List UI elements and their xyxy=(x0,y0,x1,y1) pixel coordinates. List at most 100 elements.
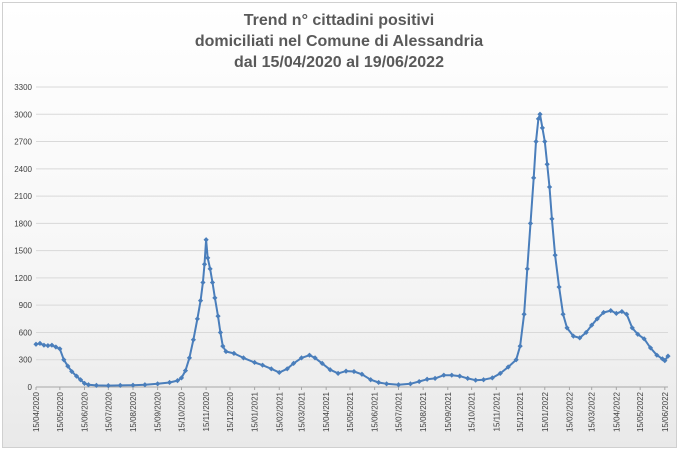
data-point xyxy=(182,368,189,374)
data-point xyxy=(544,161,550,167)
x-tick-label: 15/02/2022 xyxy=(565,391,574,432)
data-point xyxy=(41,342,47,348)
data-point xyxy=(395,382,402,388)
data-point xyxy=(517,343,523,349)
data-point xyxy=(223,348,229,355)
x-tick-label: 15/06/2020 xyxy=(80,391,89,432)
data-point xyxy=(624,311,630,317)
data-point xyxy=(200,279,206,286)
data-point xyxy=(539,125,545,131)
data-point xyxy=(61,357,67,363)
y-axis-ticks: 0 300 600 900 1200 1500 1800 2100 2400 2700 3000 33… xyxy=(14,83,32,392)
data-point xyxy=(343,368,349,374)
data-point xyxy=(69,368,75,375)
data-point xyxy=(335,370,341,376)
data-point xyxy=(327,367,333,373)
data-point xyxy=(535,116,542,122)
x-tick-label: 15/05/2021 xyxy=(346,391,355,432)
data-point xyxy=(662,358,668,364)
y-tick-label: 3000 xyxy=(14,110,32,119)
data-point xyxy=(497,370,503,376)
data-point xyxy=(53,344,59,350)
data-point xyxy=(432,375,438,381)
data-point xyxy=(73,373,80,379)
data-point xyxy=(533,138,539,145)
data-point xyxy=(351,368,357,375)
series-layer xyxy=(33,111,671,389)
data-point xyxy=(207,266,213,272)
x-tick-label: 15/06/2021 xyxy=(371,391,380,432)
data-point xyxy=(641,336,647,342)
x-tick-label: 15/02/2021 xyxy=(275,391,284,432)
data-point xyxy=(570,333,576,339)
data-point xyxy=(212,295,218,301)
data-point xyxy=(583,329,589,336)
x-tick-label: 15/10/2021 xyxy=(468,391,477,432)
y-tick-label: 0 xyxy=(28,383,33,392)
data-point xyxy=(268,366,274,372)
data-point xyxy=(524,266,530,272)
data-point xyxy=(186,355,193,361)
data-point xyxy=(449,372,455,378)
x-tick-label: 15/01/2022 xyxy=(541,391,550,432)
data-point xyxy=(174,378,181,384)
data-point xyxy=(564,325,570,331)
data-point xyxy=(527,220,534,226)
data-point xyxy=(546,184,553,190)
x-tick-label: 15/05/2020 xyxy=(56,391,65,432)
data-point xyxy=(252,359,258,366)
chart-title-line-1: Trend n° cittadini positivi xyxy=(244,12,434,29)
data-point xyxy=(194,316,200,322)
y-tick-label: 2700 xyxy=(14,138,32,147)
data-point xyxy=(105,383,111,389)
data-point xyxy=(298,355,305,361)
data-point xyxy=(465,375,471,381)
x-tick-label: 15/09/2020 xyxy=(154,391,163,432)
data-point xyxy=(537,111,543,117)
data-point xyxy=(407,381,414,387)
data-point xyxy=(552,252,558,258)
data-point xyxy=(424,376,430,382)
data-point xyxy=(594,316,600,322)
x-tick-label: 15/03/2022 xyxy=(588,391,597,432)
x-axis-ticks: 15/04/2020 15/05/2020 15/06/2020 15/07/2020… xyxy=(32,387,670,432)
x-tick-label: 15/06/2022 xyxy=(661,391,670,432)
data-point xyxy=(608,308,614,314)
chart-title-line-3: dal 15/04/2020 al 19/06/2022 xyxy=(234,54,444,71)
y-tick-label: 1500 xyxy=(14,247,32,256)
data-point xyxy=(209,279,216,286)
data-point xyxy=(619,308,625,315)
x-tick-label: 15/12/2020 xyxy=(226,391,235,432)
x-tick-label: 15/08/2020 xyxy=(129,391,138,432)
y-tick-label: 2100 xyxy=(14,192,32,201)
data-point xyxy=(549,216,555,222)
x-tick-label: 15/11/2021 xyxy=(492,391,501,431)
data-point xyxy=(306,352,313,358)
x-tick-label: 15/08/2021 xyxy=(419,391,428,432)
y-tick-label: 900 xyxy=(19,301,33,310)
data-point xyxy=(284,366,290,372)
data-point xyxy=(635,331,641,337)
x-tick-label: 15/03/2021 xyxy=(298,391,307,432)
chart-title-line-2: domiciliati nel Comune di Alessandria xyxy=(195,33,483,50)
data-point xyxy=(560,311,566,317)
data-point xyxy=(376,379,382,386)
x-tick-label: 15/09/2021 xyxy=(444,391,453,432)
data-point xyxy=(142,382,148,388)
y-tick-label: 2400 xyxy=(14,165,32,174)
data-point xyxy=(383,381,390,387)
data-point xyxy=(220,343,226,349)
data-point xyxy=(665,353,671,359)
data-point xyxy=(37,340,43,346)
data-point xyxy=(65,363,71,369)
data-point xyxy=(441,372,447,378)
x-tick-label: 15/12/2021 xyxy=(516,391,525,432)
y-tick-label: 3300 xyxy=(14,83,32,92)
data-point xyxy=(190,337,197,343)
data-point xyxy=(240,355,247,361)
data-point xyxy=(489,375,495,381)
data-point xyxy=(130,382,136,388)
data-point xyxy=(33,341,39,347)
data-point xyxy=(197,298,204,304)
